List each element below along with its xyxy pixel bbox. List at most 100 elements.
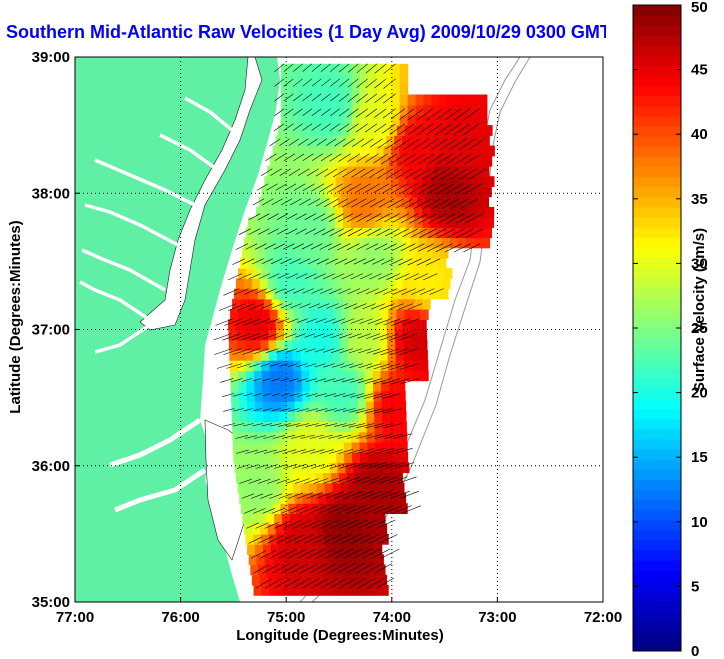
heat-cell xyxy=(333,125,343,136)
velocity-arrow xyxy=(338,63,350,73)
heat-cell xyxy=(342,411,352,422)
velocity-arrow xyxy=(364,505,385,514)
colorbar-step xyxy=(633,509,681,521)
velocity-arrow xyxy=(317,303,330,309)
heat-cell xyxy=(317,125,327,136)
heat-cell xyxy=(420,227,429,239)
heat-cell xyxy=(403,349,412,361)
heat-cell xyxy=(366,258,376,269)
heat-cell xyxy=(410,278,419,290)
heat-cell xyxy=(452,125,461,136)
heat-cell xyxy=(468,125,477,136)
velocity-arrow xyxy=(302,288,314,294)
heat-cell xyxy=(271,217,281,228)
heat-cell xyxy=(266,462,275,474)
heat-cell xyxy=(414,217,423,228)
chesapeake-bay xyxy=(139,57,263,331)
velocity-arrow xyxy=(369,273,382,280)
heat-cell xyxy=(367,503,376,514)
heat-cell xyxy=(254,380,263,392)
heat-cell xyxy=(268,329,277,341)
velocity-arrow xyxy=(404,168,422,180)
heat-cell xyxy=(388,380,398,392)
velocity-arrow xyxy=(298,258,311,265)
velocity-arrow xyxy=(265,288,277,294)
velocity-arrow xyxy=(417,183,436,195)
heat-cell xyxy=(388,370,397,382)
velocity-arrow xyxy=(320,153,333,162)
heat-cell xyxy=(407,94,417,106)
heat-cell xyxy=(356,533,365,545)
heat-cell xyxy=(472,196,482,208)
heat-cell xyxy=(321,462,331,474)
velocity-arrow xyxy=(366,577,385,589)
velocity-arrow xyxy=(270,363,280,367)
heat-cell xyxy=(356,309,366,320)
velocity-arrow xyxy=(342,423,356,427)
colorbar-tick-label: 20 xyxy=(691,385,708,402)
heat-cell xyxy=(333,380,342,392)
heat-cell xyxy=(375,431,384,443)
velocity-arrow xyxy=(328,213,344,222)
heat-cell xyxy=(319,217,328,228)
heat-cell xyxy=(301,309,310,320)
heat-cell xyxy=(398,431,408,443)
velocity-arrow xyxy=(277,318,290,324)
heat-cell xyxy=(299,319,308,331)
river xyxy=(84,203,179,247)
heat-cell xyxy=(279,258,289,269)
velocity-arrow xyxy=(332,318,346,324)
heat-cell xyxy=(302,544,312,555)
heat-cell xyxy=(378,135,387,147)
heat-cell xyxy=(286,493,296,504)
heat-cell xyxy=(267,278,277,290)
heat-cell xyxy=(334,411,344,422)
heat-cell xyxy=(301,125,311,136)
velocity-arrow xyxy=(242,423,254,427)
heat-cell xyxy=(320,503,329,514)
heat-cell xyxy=(304,94,314,106)
velocity-arrow xyxy=(409,243,425,252)
heat-cell xyxy=(368,247,378,259)
velocity-arrow xyxy=(365,213,382,222)
velocity-arrow xyxy=(463,108,480,121)
heat-cell xyxy=(247,258,257,269)
heat-cell xyxy=(414,206,423,218)
heat-cell xyxy=(266,513,275,525)
heat-cell xyxy=(296,63,306,75)
heat-cell xyxy=(396,268,405,279)
heat-cell xyxy=(335,554,345,566)
velocity-arrow xyxy=(233,318,253,326)
heat-cell xyxy=(483,186,492,198)
heat-cell xyxy=(293,533,302,545)
velocity-arrow xyxy=(283,123,294,131)
heat-cell xyxy=(330,196,339,208)
heat-cell xyxy=(264,554,274,566)
heat-cell xyxy=(272,431,281,443)
heat-cell xyxy=(296,176,305,187)
velocity-arrow xyxy=(465,228,484,238)
velocity-arrow xyxy=(331,363,345,368)
velocity-arrow xyxy=(273,243,286,250)
heat-cell xyxy=(309,155,318,167)
heat-cell xyxy=(245,268,255,279)
velocity-arrow xyxy=(365,63,378,74)
heat-cell xyxy=(238,309,247,320)
heat-cell xyxy=(471,114,480,126)
velocity-arrow xyxy=(304,478,319,484)
velocity-arrow xyxy=(272,435,286,439)
heat-cell xyxy=(336,63,345,75)
heat-cell xyxy=(288,94,298,106)
velocity-arrow xyxy=(295,228,307,235)
heat-cell xyxy=(339,339,349,351)
heat-cell xyxy=(392,247,401,259)
heat-cell xyxy=(422,176,432,187)
heat-cell xyxy=(438,217,447,228)
heat-cell xyxy=(328,74,337,85)
velocity-arrow xyxy=(378,198,395,208)
heat-cell xyxy=(267,319,277,331)
heat-cell xyxy=(242,247,251,259)
heat-cell xyxy=(358,217,368,228)
colorbar-step xyxy=(633,75,681,87)
heat-cell xyxy=(325,227,334,239)
